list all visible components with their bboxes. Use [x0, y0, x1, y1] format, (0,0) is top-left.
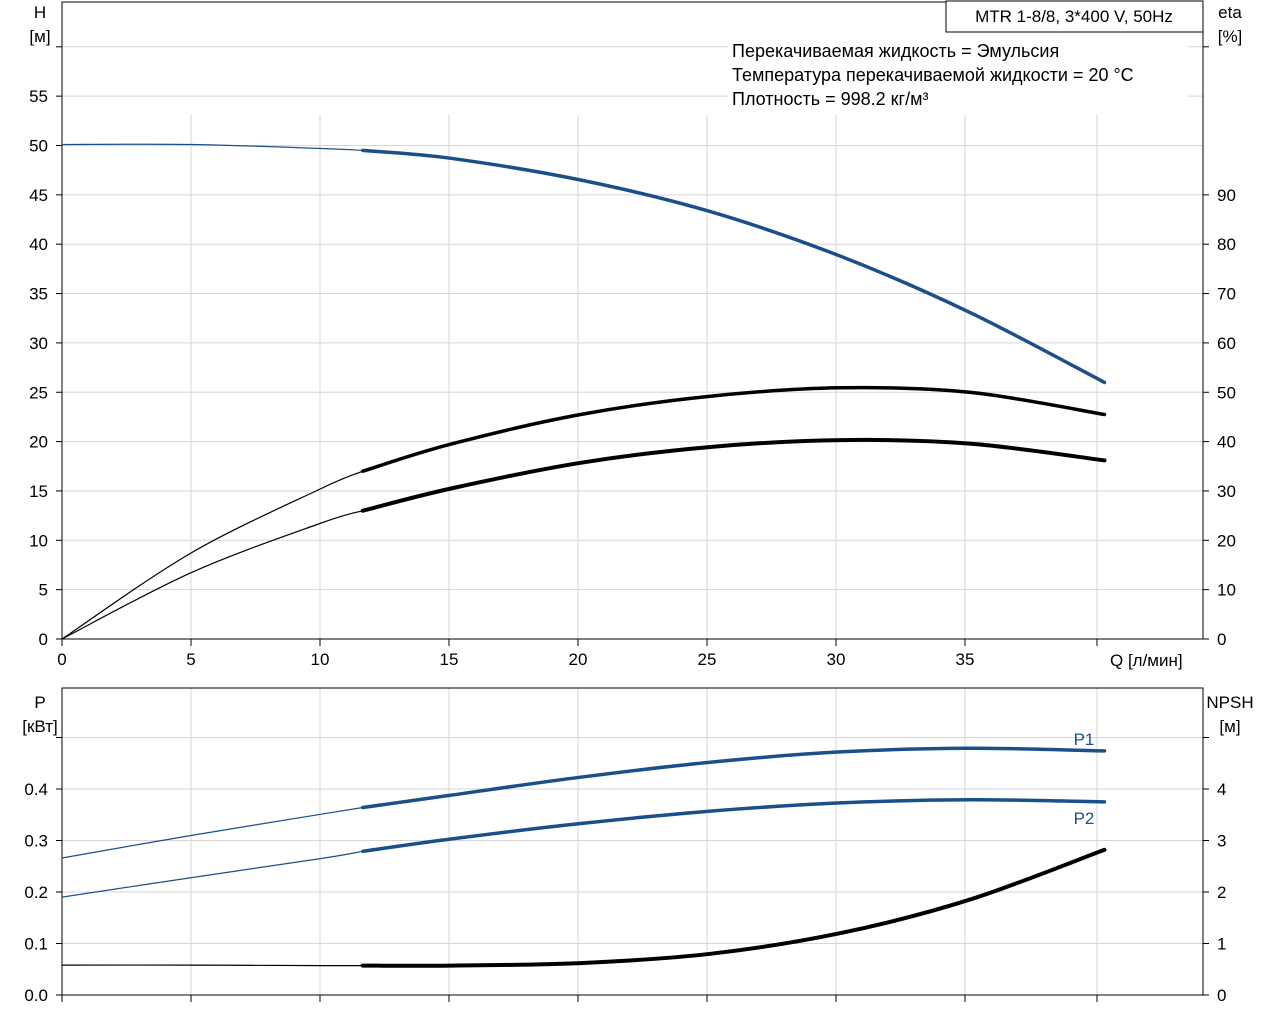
y-left-tick-label: 45: [29, 186, 48, 205]
y-left-axis-label: [кВт]: [22, 717, 57, 736]
curve-0-2: [360, 437, 1107, 513]
curve-p2: [361, 798, 1107, 854]
y-left-tick-label: 30: [29, 334, 48, 353]
panel-head-efficiency: 0510152025303540455055010203040506070809…: [29, 0, 1243, 670]
fluid-info-line: Перекачиваемая жидкость = Эмульсия: [732, 41, 1059, 61]
y-left-tick-label: 10: [29, 531, 48, 550]
x-tick-label: 30: [827, 650, 846, 669]
x-tick-label: 35: [956, 650, 975, 669]
y-right-tick-label: 80: [1217, 235, 1236, 254]
y-right-tick-label: 1: [1217, 935, 1226, 954]
curve-p1-extension: [61, 806, 363, 859]
curve-p1: [361, 746, 1107, 810]
y-right-tick-label: 20: [1217, 531, 1236, 550]
x-tick-label: 15: [440, 650, 459, 669]
curve-0-2-extension: [61, 510, 363, 640]
y-right-axis-label: [м]: [1219, 717, 1240, 736]
y-left-tick-label: 0.2: [24, 883, 48, 902]
y-right-axis-label: eta: [1218, 3, 1242, 22]
curve-0-1-extension: [61, 470, 364, 640]
x-tick-label: 20: [569, 650, 588, 669]
y-right-axis-label: [%]: [1218, 27, 1243, 46]
y-right-tick-label: 90: [1217, 186, 1236, 205]
curve-1-2: [360, 847, 1107, 968]
y-left-tick-label: 0.3: [24, 832, 48, 851]
x-tick-label: 10: [311, 650, 330, 669]
plot-frame: [61, 687, 1204, 996]
y-right-tick-label: 10: [1217, 581, 1236, 600]
fluid-info-line: Температура перекачиваемой жидкости = 20…: [732, 65, 1134, 85]
y-right-tick-label: 2: [1217, 883, 1226, 902]
series-label-p2: P2: [1074, 809, 1095, 828]
curve-p2-extension: [61, 850, 363, 898]
y-left-tick-label: 5: [39, 581, 48, 600]
x-tick-label: 0: [57, 650, 66, 669]
info-line-background: [728, 86, 1188, 110]
y-left-axis-label: [м]: [29, 27, 50, 46]
x-tick-label: 25: [698, 650, 717, 669]
x-tick-label: 5: [186, 650, 195, 669]
y-right-tick-label: 0: [1217, 630, 1226, 649]
y-right-tick-label: 3: [1217, 832, 1226, 851]
y-left-tick-label: 0.0: [24, 986, 48, 1005]
y-left-axis-label: P: [34, 693, 45, 712]
y-left-tick-label: 35: [29, 285, 48, 304]
y-right-tick-label: 4: [1217, 780, 1226, 799]
y-left-tick-label: 15: [29, 482, 48, 501]
y-left-tick-label: 25: [29, 383, 48, 402]
curve-1-2-extension: [61, 964, 363, 967]
model-title-box: [945, 0, 1204, 33]
info-line-background: [728, 62, 1188, 86]
model-title: MTR 1-8/8, 3*400 V, 50Hz: [975, 7, 1173, 26]
y-left-tick-label: 20: [29, 433, 48, 452]
panel-power-npsh: 0.0 0.1 0.2 0.3 0.4 0 1 2 3 4 P [кВт] NPSH [м] P1 P2: [22, 687, 1254, 1005]
y-right-tick-label: 0: [1217, 986, 1226, 1005]
curve-0-0: [361, 148, 1107, 385]
y-right-tick-label: 70: [1217, 285, 1236, 304]
curve-0-0-extension: [61, 143, 363, 151]
y-left-tick-label: 0.1: [24, 935, 48, 954]
y-right-tick-label: 50: [1217, 383, 1236, 402]
y-right-tick-label: 40: [1217, 433, 1236, 452]
y-left-tick-label: 40: [29, 235, 48, 254]
plot-frame: [61, 1, 1204, 640]
y-left-axis-label: H: [34, 3, 46, 22]
y-right-axis-label: NPSH: [1206, 693, 1253, 712]
y-right-tick-label: 30: [1217, 482, 1236, 501]
fluid-info-line: Плотность = 998.2 кг/м³: [732, 89, 928, 109]
curve-0-1: [361, 385, 1107, 473]
x-axis-label: Q [л/мин]: [1110, 651, 1183, 670]
y-left-tick-label: 50: [29, 137, 48, 156]
info-line-background: [728, 38, 1188, 62]
y-left-tick-label: 0.4: [24, 780, 48, 799]
series-label-p1: P1: [1074, 730, 1095, 749]
y-right-tick-label: 60: [1217, 334, 1236, 353]
y-left-tick-label: 55: [29, 87, 48, 106]
y-left-tick-label: 0: [39, 630, 48, 649]
